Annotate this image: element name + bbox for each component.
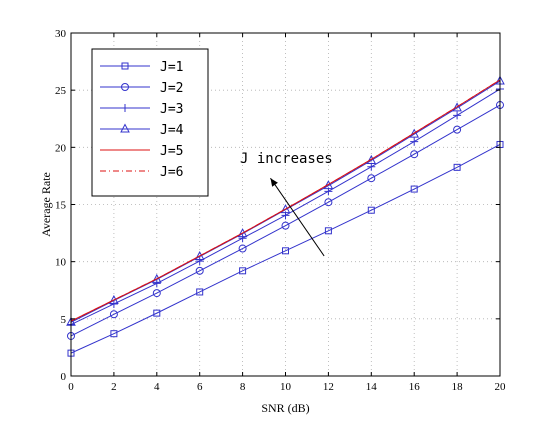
data-point [237, 228, 248, 238]
data-point [367, 162, 376, 171]
series-j-6 [70, 79, 501, 322]
x-tick-label: 12 [323, 381, 334, 393]
data-point [153, 309, 161, 317]
data-point [324, 198, 333, 207]
y-tick-label: 30 [55, 28, 67, 40]
x-tick-label: 4 [154, 381, 160, 393]
data-point [410, 150, 419, 159]
annotation-arrow [270, 177, 325, 257]
y-tick-label: 0 [61, 371, 67, 383]
legend-label: J=2 [160, 81, 183, 96]
y-tick-label: 20 [55, 142, 67, 154]
data-point [196, 288, 204, 296]
data-point [367, 206, 375, 214]
x-tick-label: 8 [240, 381, 246, 393]
data-point [195, 266, 204, 275]
data-point [152, 289, 161, 298]
legend-marker [121, 62, 129, 70]
legend-marker [121, 104, 129, 112]
legend-marker [120, 123, 130, 133]
data-point [195, 257, 204, 266]
data-point [194, 250, 205, 261]
x-tick-label: 0 [68, 381, 74, 393]
series-line [70, 104, 501, 337]
series-layer [66, 75, 505, 357]
data-point [410, 137, 419, 146]
x-tick-label: 14 [366, 381, 378, 393]
data-point [109, 310, 118, 319]
legend-label: J=5 [160, 144, 183, 159]
data-point [324, 227, 332, 235]
legend-entry: J=1 [100, 60, 183, 75]
x-tick-label: 10 [280, 381, 292, 393]
legend-marker [121, 83, 129, 91]
data-point [152, 279, 161, 288]
legend-entry: J=5 [100, 144, 183, 159]
series-j-2 [67, 101, 504, 340]
data-point [238, 244, 247, 253]
data-point [453, 125, 462, 134]
data-point [323, 180, 334, 190]
data-point [281, 221, 290, 230]
data-point [366, 154, 377, 164]
x-tick-label: 18 [452, 381, 464, 393]
x-tick-label: 20 [495, 381, 507, 393]
y-tick-label: 25 [55, 85, 67, 97]
annotation-arrowhead [270, 178, 278, 187]
data-point [367, 174, 376, 183]
x-tick-label: 6 [197, 381, 203, 393]
data-point [410, 185, 418, 193]
y-tick-label: 10 [55, 257, 67, 269]
legend-entry: J=2 [100, 81, 183, 96]
legend-label: J=6 [160, 165, 183, 180]
legend: J=1 J=2 J=3 J=4 J=5 J=6 [91, 48, 209, 197]
y-tick-label: 15 [55, 200, 67, 212]
y-tick-label: 5 [61, 314, 67, 326]
legend-label: J=3 [160, 102, 183, 117]
data-point [453, 111, 462, 120]
legend-entry: J=4 [100, 123, 184, 138]
data-point [282, 247, 289, 255]
ticks: 0 2 4 6 8 10 12 14 16 18 20 0 5 10 15 20 25 30 [55, 28, 506, 393]
legend-label: J=4 [160, 123, 184, 138]
data-point [239, 267, 247, 275]
data-point [238, 234, 247, 243]
legend-entry: J=6 [100, 165, 183, 180]
x-tick-label: 16 [409, 381, 421, 393]
data-point [110, 330, 118, 338]
annotation-text: J increases [240, 151, 333, 167]
series-line [70, 79, 501, 322]
annotation: J increases [240, 151, 333, 257]
data-point [453, 163, 461, 171]
data-point [151, 273, 162, 283]
plot-border [70, 32, 501, 377]
data-point [280, 204, 291, 214]
y-axis-label: Average Rate [39, 172, 53, 237]
series-line [70, 144, 501, 354]
data-point [409, 128, 420, 138]
data-point [109, 294, 119, 305]
x-tick-label: 2 [111, 381, 117, 393]
legend-entry: J=3 [100, 102, 183, 117]
x-axis-label: SNR (dB) [261, 401, 309, 415]
legend-box [91, 48, 209, 197]
data-point [452, 102, 462, 112]
legend-label: J=1 [160, 60, 183, 75]
